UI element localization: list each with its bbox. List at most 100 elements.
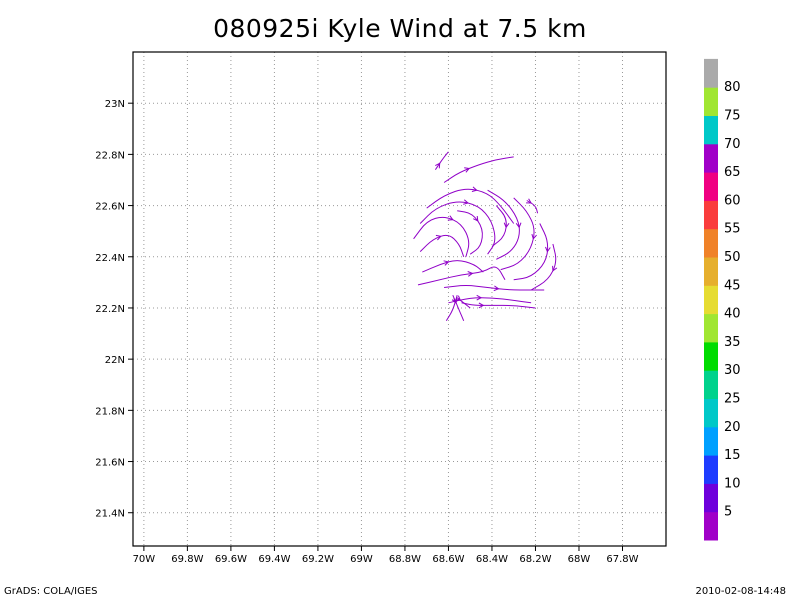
colorbar-label: 80 (724, 80, 741, 95)
y-tick-label: 22N (105, 355, 125, 366)
wind-speed-colorbar: 5 10 15 20 25 30 35 40 45 50 55 60 65 70 75 80 (704, 58, 741, 541)
streamline-arrow (478, 302, 485, 309)
y-tick-label: 21.6N (95, 458, 125, 469)
streamline-arrow (455, 295, 462, 301)
colorbar-swatch (704, 285, 718, 315)
streamline-arrow (435, 234, 442, 241)
streamline (422, 260, 484, 273)
streamline (513, 223, 549, 281)
streamline-arrow (526, 198, 532, 204)
x-axis-ticks: 70W 69.8W 69.6W 69.4W 69.2W 69W 68.8W 68.6W 68.4… (133, 546, 639, 565)
streamline-arrow (531, 233, 537, 240)
streamline-arrow (435, 162, 441, 169)
streamline-arrow (552, 265, 558, 272)
streamline (417, 266, 506, 286)
streamline (443, 156, 514, 183)
y-axis-ticks: 21.4N 21.6N 21.8N 22N 22.2N 22.4N 22.6N 22.8N 23… (95, 99, 133, 520)
streamline-arrow (515, 222, 522, 229)
x-tick-label: 69.6W (215, 554, 247, 565)
wind-streamlines (413, 151, 558, 322)
streamline (461, 302, 536, 309)
y-tick-label: 21.8N (95, 406, 125, 417)
colorbar-swatch (704, 511, 718, 541)
y-tick-label: 23N (105, 99, 125, 110)
streamline (444, 285, 545, 291)
x-tick-label: 68.4W (476, 554, 508, 565)
streamline-arrow (467, 271, 474, 277)
colorbar-swatch (704, 398, 718, 428)
colorbar-swatch (704, 58, 718, 88)
streamline (426, 188, 515, 224)
streamline-arrow (471, 186, 478, 192)
colorbar-label: 15 (724, 448, 741, 463)
y-tick-label: 21.4N (95, 509, 125, 520)
colorbar-label: 65 (724, 165, 741, 180)
colorbar-label: 30 (724, 363, 741, 378)
colorbar-swatch (704, 455, 718, 484)
streamline (413, 216, 470, 257)
x-tick-label: 67.8W (606, 554, 638, 565)
x-tick-label: 69.4W (258, 554, 290, 565)
x-tick-label: 69.2W (302, 554, 334, 565)
colorbar-swatch (704, 87, 718, 116)
streamline (445, 295, 458, 322)
streamline-arrow (493, 285, 500, 292)
colorbar-swatch (704, 341, 718, 371)
streamline (491, 205, 507, 247)
colorbar-swatch (704, 257, 718, 286)
streamline-arrow (473, 215, 479, 222)
colorbar-label: 25 (724, 392, 741, 407)
x-tick-label: 68.8W (389, 554, 421, 565)
colorbar-swatch (704, 115, 718, 145)
colorbar-label: 75 (724, 109, 741, 124)
timestamp: 2010-02-08-14:48 (695, 586, 786, 597)
y-tick-label: 22.4N (95, 253, 125, 264)
colorbar-label: 45 (724, 278, 741, 293)
colorbar-swatch (704, 370, 718, 399)
colorbar-label: 55 (724, 222, 741, 237)
x-tick-label: 68.2W (519, 554, 551, 565)
colorbar-label: 40 (724, 307, 741, 322)
colorbar-label: 50 (724, 250, 741, 265)
map-title: 080925i Kyle Wind at 7.5 km (213, 14, 587, 43)
streamline (500, 197, 535, 271)
y-tick-label: 22.8N (95, 150, 125, 161)
x-tick-label: 70W (133, 554, 156, 565)
colorbar-swatch (704, 313, 718, 343)
colorbar-label: 35 (724, 335, 741, 350)
colorbar-label: 20 (724, 420, 741, 435)
streamline (419, 201, 496, 255)
grid-lines (133, 52, 666, 546)
colorbar-label: 10 (724, 476, 741, 491)
streamline (526, 200, 539, 214)
x-tick-label: 68.6W (432, 554, 464, 565)
colorbar-swatch (704, 483, 718, 513)
x-tick-label: 69.8W (171, 554, 203, 565)
colorbar-label: 70 (724, 137, 741, 152)
x-tick-label: 68W (568, 554, 591, 565)
grads-credit: GrADS: COLA/IGES (4, 586, 98, 597)
streamline-arrow (503, 222, 510, 229)
streamline-arrow (545, 246, 551, 253)
colorbar-label: 60 (724, 193, 741, 208)
streamline-arrow (464, 167, 471, 173)
streamline-arrow (447, 215, 454, 221)
streamline-arrow (453, 297, 459, 304)
colorbar-swatch (704, 200, 718, 230)
streamline-arrow (463, 199, 470, 205)
colorbar-swatch (704, 143, 718, 173)
streamline (457, 210, 483, 255)
streamline (419, 234, 465, 257)
colorbar-swatch (704, 426, 718, 456)
colorbar-label: 5 (724, 505, 732, 520)
y-tick-label: 22.2N (95, 304, 125, 315)
streamline (530, 243, 557, 291)
streamline-arrow (443, 260, 450, 266)
x-tick-label: 69W (350, 554, 373, 565)
plot-frame (132, 51, 667, 547)
y-tick-label: 22.6N (95, 202, 125, 213)
colorbar-swatch (704, 228, 718, 258)
colorbar-swatch (704, 172, 718, 201)
streamline-arrow (476, 294, 483, 301)
